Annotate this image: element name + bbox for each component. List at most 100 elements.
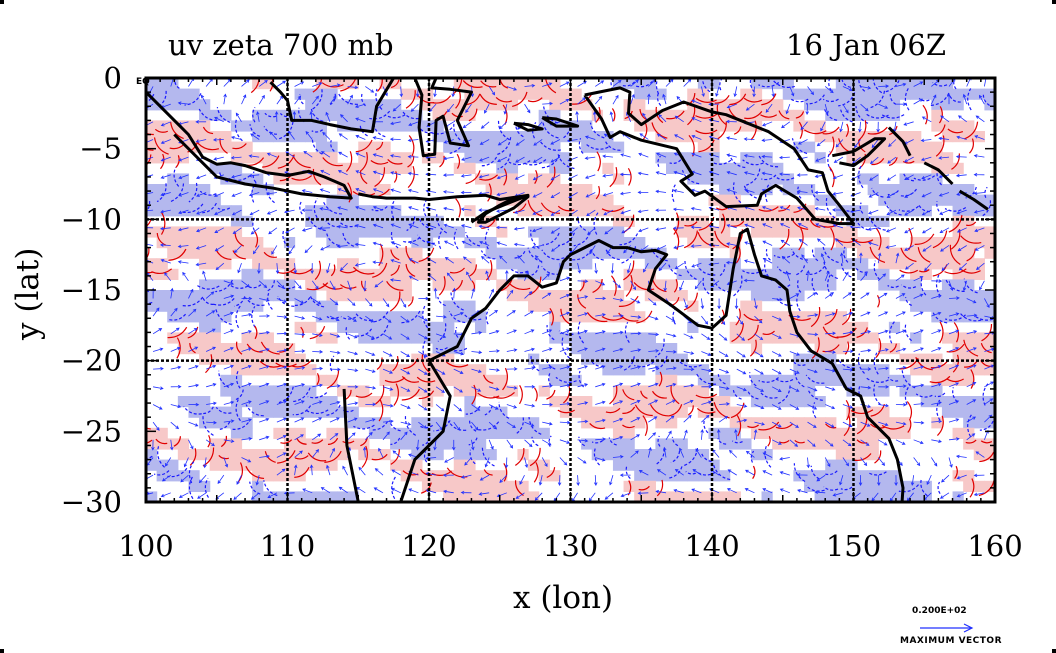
wind-vector [378, 447, 384, 458]
vorticity-cell [793, 332, 805, 344]
vorticity-cell [963, 427, 975, 439]
vorticity-cell [899, 290, 911, 302]
wind-vector [354, 103, 366, 109]
vorticity-contour [203, 406, 214, 415]
vorticity-cell [814, 99, 826, 111]
coastline [146, 91, 353, 200]
wind-vector [499, 474, 508, 483]
vorticity-cell [581, 99, 593, 111]
vorticity-cell [899, 131, 911, 143]
wind-vector [647, 446, 652, 458]
vorticity-cell [549, 141, 561, 153]
vorticity-cell [634, 120, 646, 132]
vorticity-cell [549, 396, 561, 408]
vorticity-cell [920, 268, 932, 280]
vorticity-cell [538, 78, 550, 90]
vorticity-cell [910, 88, 922, 100]
vorticity-contour [638, 485, 650, 491]
vorticity-contour [965, 439, 977, 444]
vorticity-cell [177, 332, 190, 344]
vorticity-cell [188, 290, 200, 302]
vorticity-cell [878, 78, 890, 90]
vorticity-cell [846, 406, 858, 418]
vorticity-cell [814, 364, 826, 376]
vorticity-cell [719, 120, 731, 132]
vorticity-contour [732, 440, 743, 444]
vorticity-contour [633, 282, 655, 291]
wind-vector [178, 209, 189, 215]
vorticity-cell [549, 374, 561, 386]
wind-vector [325, 111, 331, 122]
vorticity-cell [644, 268, 656, 280]
vorticity-contour [828, 136, 835, 156]
wind-vector [146, 209, 154, 213]
vorticity-cell [581, 353, 593, 365]
vorticity-cell [283, 449, 296, 461]
vorticity-cell [305, 321, 317, 333]
wind-vector [895, 365, 907, 370]
wind-vector [655, 489, 667, 494]
vorticity-cell [358, 205, 370, 217]
wind-vector [926, 474, 932, 486]
vorticity-contour [938, 106, 943, 124]
wind-vector [320, 169, 331, 176]
vorticity-contour [907, 418, 912, 433]
vorticity-cell [825, 470, 837, 482]
vorticity-cell [857, 332, 869, 344]
wind-vector [489, 329, 500, 335]
vorticity-cell [506, 290, 519, 302]
vorticity-cell [655, 396, 667, 408]
wind-vector [807, 421, 817, 428]
vorticity-cell [984, 290, 995, 302]
vorticity-contour [822, 344, 840, 353]
vorticity-contour [198, 108, 218, 122]
vorticity-cell [729, 438, 741, 450]
vorticity-cell [347, 406, 359, 418]
vorticity-contour [292, 360, 312, 368]
vorticity-cell [400, 88, 412, 100]
wind-vector [506, 367, 518, 371]
wind-vector [904, 245, 914, 251]
vorticity-contour [217, 421, 231, 431]
vorticity-cell [252, 290, 264, 302]
vorticity-cell [867, 131, 879, 143]
vorticity-cell [708, 99, 720, 111]
vorticity-cell [167, 226, 179, 238]
vorticity-cell [644, 109, 656, 121]
vorticity-cell [793, 353, 805, 365]
wind-vector [691, 134, 702, 140]
vorticity-contour [401, 375, 420, 383]
wind-vector [913, 383, 925, 388]
vorticity-cell [920, 364, 932, 376]
wind-vector [577, 438, 589, 443]
vorticity-cell [559, 311, 572, 323]
vorticity-contour [262, 155, 280, 168]
wind-vector [772, 297, 783, 302]
vorticity-cell [199, 321, 211, 333]
vorticity-cell [209, 459, 221, 471]
wind-vector [524, 421, 535, 427]
vorticity-cell [984, 300, 995, 312]
vorticity-cell [188, 480, 200, 492]
vorticity-cell [358, 396, 370, 408]
wind-vector [201, 94, 207, 105]
vorticity-contour [330, 264, 336, 277]
vorticity-cell [878, 480, 890, 492]
wind-vector [496, 174, 507, 180]
wind-vector [620, 209, 631, 215]
vorticity-contour [858, 78, 866, 92]
wind-vector [673, 245, 684, 250]
vorticity-cell [559, 258, 572, 270]
wind-vector [938, 136, 950, 141]
vorticity-cell [421, 470, 434, 482]
vorticity-contour [946, 378, 964, 383]
vorticity-cell [825, 131, 837, 143]
vorticity-cell [368, 427, 381, 439]
wind-vector [433, 287, 438, 299]
wind-vector [524, 329, 535, 335]
wind-vector [205, 291, 215, 299]
vorticity-contour [254, 325, 258, 340]
vorticity-cell [230, 226, 243, 238]
wind-vector [294, 332, 306, 337]
wind-vector [223, 382, 235, 388]
